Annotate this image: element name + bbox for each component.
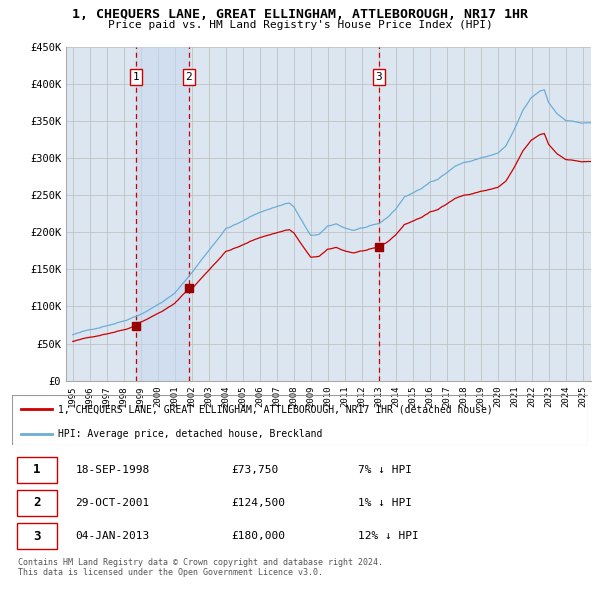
Text: £124,500: £124,500 [231, 498, 285, 508]
FancyBboxPatch shape [17, 457, 57, 483]
Text: £180,000: £180,000 [231, 531, 285, 541]
Text: 3: 3 [376, 72, 382, 82]
Bar [136, 47, 189, 381]
Text: 1, CHEQUERS LANE, GREAT ELLINGHAM, ATTLEBOROUGH, NR17 1HR (detached house): 1, CHEQUERS LANE, GREAT ELLINGHAM, ATTLE… [58, 404, 493, 414]
Text: Contains HM Land Registry data © Crown copyright and database right 2024.: Contains HM Land Registry data © Crown c… [18, 558, 383, 566]
Text: £73,750: £73,750 [231, 465, 278, 475]
Text: 1: 1 [133, 72, 139, 82]
Text: 3: 3 [33, 529, 41, 543]
Text: 18-SEP-1998: 18-SEP-1998 [76, 465, 149, 475]
Text: HPI: Average price, detached house, Breckland: HPI: Average price, detached house, Brec… [58, 430, 322, 440]
Text: Price paid vs. HM Land Registry's House Price Index (HPI): Price paid vs. HM Land Registry's House … [107, 20, 493, 30]
Text: 29-OCT-2001: 29-OCT-2001 [76, 498, 149, 508]
Text: 1, CHEQUERS LANE, GREAT ELLINGHAM, ATTLEBOROUGH, NR17 1HR: 1, CHEQUERS LANE, GREAT ELLINGHAM, ATTLE… [72, 8, 528, 21]
Text: 1% ↓ HPI: 1% ↓ HPI [358, 498, 412, 508]
Text: 2: 2 [185, 72, 192, 82]
Text: 7% ↓ HPI: 7% ↓ HPI [358, 465, 412, 475]
FancyBboxPatch shape [17, 490, 57, 516]
Text: 12% ↓ HPI: 12% ↓ HPI [358, 531, 418, 541]
Text: This data is licensed under the Open Government Licence v3.0.: This data is licensed under the Open Gov… [18, 568, 323, 577]
FancyBboxPatch shape [17, 523, 57, 549]
Text: 2: 2 [33, 496, 41, 510]
Text: 1: 1 [33, 463, 41, 477]
Text: 04-JAN-2013: 04-JAN-2013 [76, 531, 149, 541]
